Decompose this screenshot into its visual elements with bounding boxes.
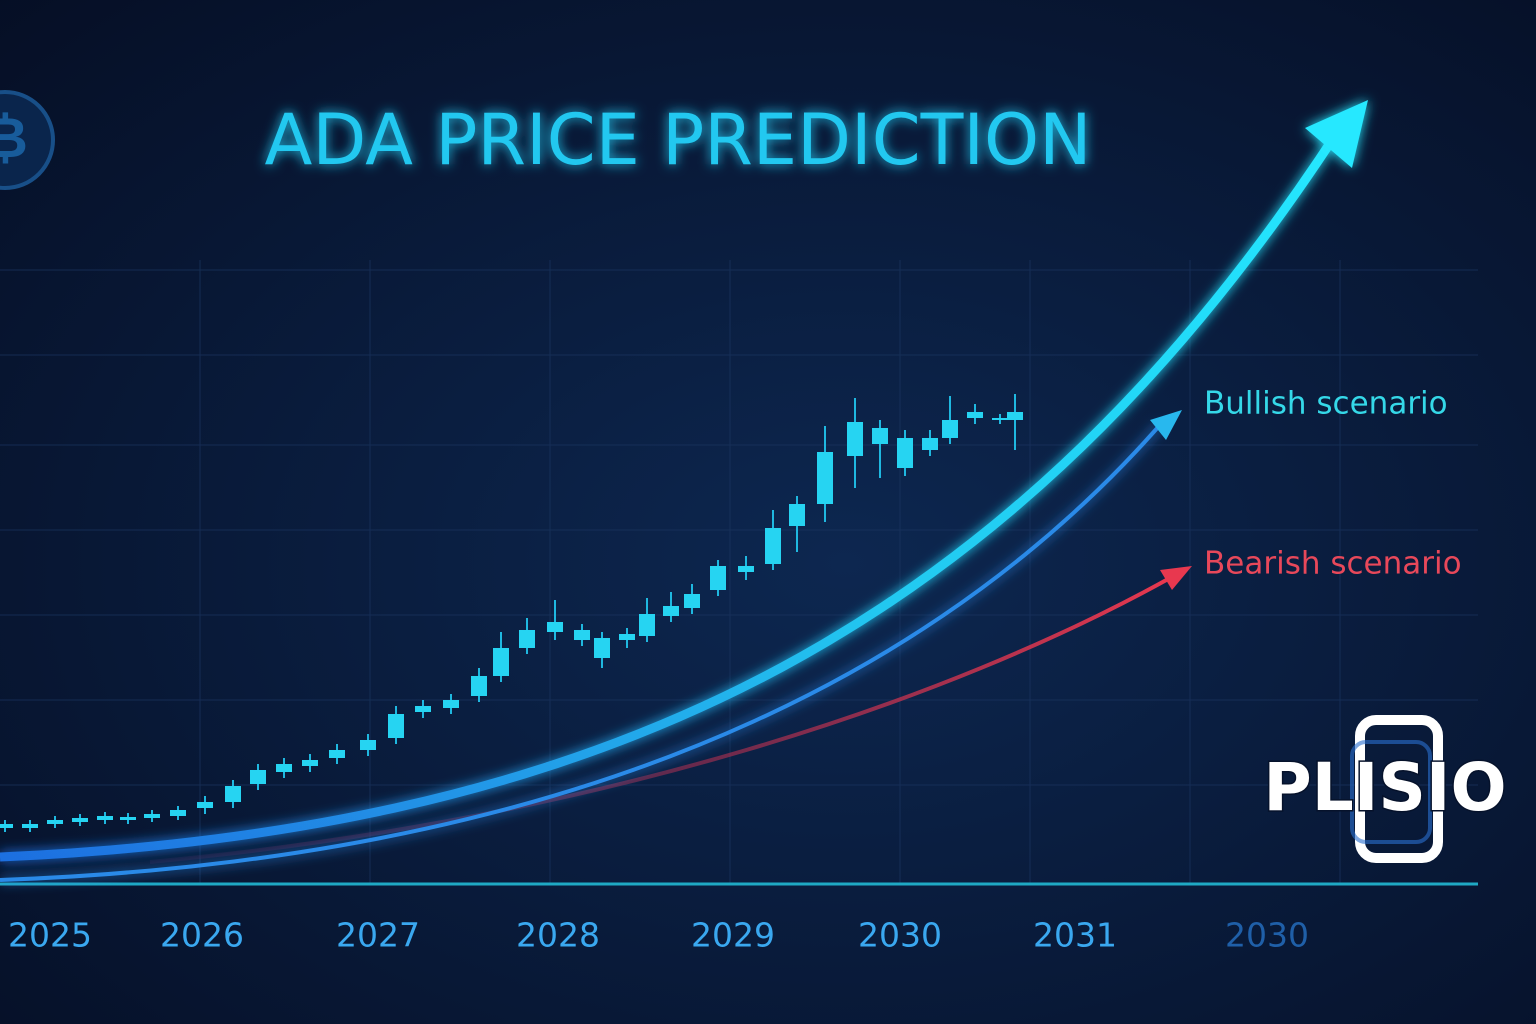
candle-body [250, 770, 266, 784]
candle-body [388, 714, 404, 738]
title: ADA PRICE PREDICTION [265, 99, 1092, 181]
candle-body [170, 810, 186, 816]
x-label: 2031 [1033, 916, 1117, 955]
bullish-curve [0, 423, 1162, 882]
x-label: 2029 [691, 916, 775, 955]
candle-body [789, 504, 805, 526]
candle-body [47, 820, 63, 824]
candle-body [817, 452, 833, 504]
candle-body [738, 566, 754, 572]
candle-body [22, 824, 38, 828]
logo: PLISIO [1262, 715, 1508, 863]
bearish-label: Bearish scenario [1204, 546, 1462, 582]
candle-body [519, 630, 535, 648]
candle-body [967, 412, 983, 418]
x-label: 2030 [858, 916, 942, 955]
candle-body [639, 614, 655, 636]
bullish-label: Bullish scenario [1204, 386, 1448, 422]
candle-body [360, 740, 376, 750]
x-label: 2027 [336, 916, 420, 955]
candle-body [1007, 412, 1023, 420]
candle-body [415, 706, 431, 712]
x-axis-labels: 2025 2026 2027 2028 2029 2030 2031 2030 [8, 916, 1309, 955]
candle-body [872, 428, 888, 444]
candle-body [942, 420, 958, 438]
candle-body [547, 622, 563, 632]
candle-body [710, 566, 726, 590]
svg-text:₿: ₿ [0, 106, 28, 171]
candle-body [847, 422, 863, 456]
candle-body [765, 528, 781, 564]
candle-body [329, 750, 345, 758]
bullish-arrowhead [1150, 410, 1182, 440]
main-arrowhead [1305, 100, 1368, 168]
x-label: 2025 [8, 916, 92, 955]
x-label: 2026 [160, 916, 244, 955]
candle-body [120, 817, 136, 820]
candle-body [443, 700, 459, 708]
candle-body [197, 802, 213, 808]
candle-body [144, 814, 160, 818]
candle-body [471, 676, 487, 696]
candle-body [619, 634, 635, 640]
candle-body [594, 638, 610, 658]
x-label: 2028 [516, 916, 600, 955]
candle-body [574, 630, 590, 640]
candle-body [97, 816, 113, 820]
coin-icon: ₿ [0, 90, 55, 190]
candle-body [663, 606, 679, 616]
candlesticks [0, 394, 1023, 832]
x-label: 2030 [1225, 916, 1309, 955]
candle-body [493, 648, 509, 676]
main-curve [0, 125, 1344, 862]
logo-text: PLISIO [1263, 749, 1506, 826]
candle-body [897, 438, 913, 468]
candle-body [992, 418, 1008, 420]
candle-body [225, 786, 241, 802]
bearish-curve [149, 576, 1171, 864]
bearish-arrowhead [1160, 566, 1192, 590]
grid [0, 260, 1478, 884]
candle-body [922, 438, 938, 450]
candle-body [0, 824, 13, 828]
candle-body [684, 594, 700, 608]
candle-body [302, 760, 318, 766]
candle-body [276, 764, 292, 772]
candle-body [72, 818, 88, 822]
